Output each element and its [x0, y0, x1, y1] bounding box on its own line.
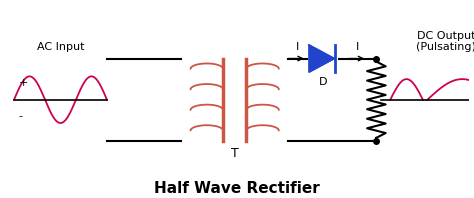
Text: +: + — [18, 78, 28, 88]
Polygon shape — [309, 45, 335, 72]
Text: D: D — [319, 77, 327, 87]
Text: Half Wave Rectifier: Half Wave Rectifier — [154, 181, 320, 196]
Text: T: T — [231, 147, 238, 160]
Text: -: - — [18, 111, 23, 121]
Text: AC Input: AC Input — [36, 42, 84, 52]
Text: I: I — [356, 42, 359, 52]
Text: DC Output
(Pulsating): DC Output (Pulsating) — [416, 31, 474, 52]
Text: I: I — [296, 42, 299, 52]
